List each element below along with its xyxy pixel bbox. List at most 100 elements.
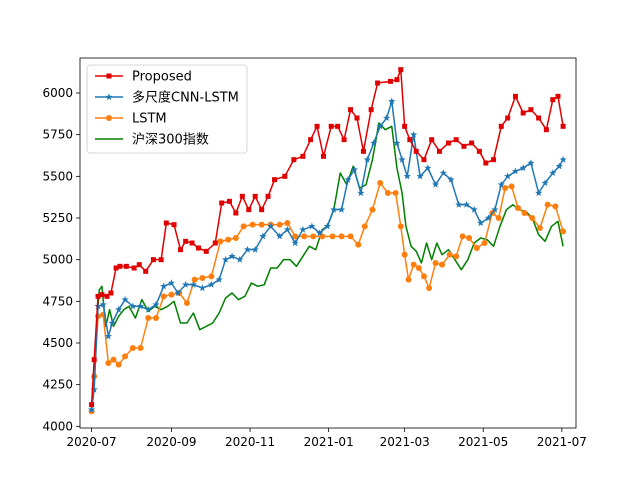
- data-point: [283, 225, 292, 233]
- data-point: [233, 210, 239, 216]
- data-point: [108, 319, 116, 327]
- data-point: [544, 201, 551, 208]
- data-point: [541, 179, 549, 187]
- data-point: [189, 280, 197, 288]
- data-point: [291, 157, 297, 163]
- y-tick-label: 6000: [42, 86, 73, 100]
- data-point: [455, 200, 463, 208]
- data-point: [375, 80, 381, 86]
- data-point: [431, 180, 440, 188]
- data-point: [203, 248, 209, 254]
- data-point: [104, 293, 110, 299]
- data-point: [189, 240, 195, 246]
- data-point: [259, 232, 267, 240]
- data-point: [552, 203, 559, 210]
- x-tick-label: 2021-05: [458, 435, 508, 449]
- data-point: [95, 293, 101, 299]
- y-tick-label: 5000: [42, 253, 73, 267]
- data-point: [121, 295, 129, 303]
- data-point: [329, 233, 336, 240]
- data-point: [225, 236, 232, 243]
- y-axis: 4000 4250 4500 4750 5000 5250 5500 5750 6000: [42, 86, 80, 433]
- data-point: [276, 221, 283, 228]
- data-point: [337, 205, 346, 213]
- data-point: [519, 164, 527, 172]
- data-point: [348, 107, 354, 113]
- data-point: [258, 221, 265, 228]
- data-point: [536, 115, 542, 121]
- data-point: [123, 263, 129, 269]
- data-point: [338, 233, 345, 240]
- x-axis: 2020-07 2020-09 2020-11 2021-01 2021-03 2021-…: [67, 428, 587, 449]
- data-point: [299, 225, 307, 233]
- data-point: [272, 177, 278, 183]
- legend-marker: [105, 93, 113, 101]
- data-point: [511, 167, 520, 175]
- data-point: [291, 239, 299, 247]
- data-point: [439, 169, 447, 177]
- data-point: [368, 107, 374, 113]
- data-point: [144, 305, 152, 313]
- data-point: [174, 289, 182, 297]
- x-tick-label: 2021-01: [304, 435, 354, 449]
- data-point: [249, 221, 256, 228]
- data-point: [160, 282, 168, 290]
- data-point: [543, 127, 549, 133]
- data-point: [113, 265, 119, 271]
- legend-item-1: Proposed: [95, 70, 192, 85]
- data-point: [252, 193, 258, 199]
- data-point: [445, 140, 451, 146]
- data-point: [108, 290, 114, 296]
- data-point: [341, 137, 347, 143]
- legend-marker: [106, 73, 112, 79]
- data-point: [239, 193, 245, 199]
- legend-item-4: 沪深300指数: [95, 132, 209, 148]
- legend-item-2: 多尺度CNN-LSTM: [95, 90, 239, 106]
- data-point: [361, 223, 368, 230]
- data-point: [158, 257, 164, 263]
- data-point: [160, 293, 167, 300]
- data-point: [402, 123, 408, 129]
- series-2: [87, 97, 567, 413]
- data-point: [150, 257, 156, 263]
- data-point: [377, 180, 384, 186]
- y-tick-label: 5250: [42, 211, 73, 225]
- x-tick-label: 2020-11: [225, 435, 275, 449]
- data-point: [131, 265, 137, 271]
- data-point: [384, 190, 391, 196]
- data-point: [555, 93, 561, 99]
- data-point: [466, 235, 473, 241]
- data-point: [122, 353, 129, 360]
- data-point: [246, 207, 252, 213]
- data-point: [219, 200, 225, 206]
- data-point: [310, 233, 317, 240]
- data-point: [363, 155, 371, 163]
- data-point: [328, 123, 334, 129]
- data-point: [276, 232, 284, 240]
- data-point: [515, 205, 522, 211]
- data-point: [143, 268, 149, 274]
- x-tick-label: 2021-03: [380, 435, 430, 449]
- x-tick-label: 2021-07: [537, 435, 587, 449]
- data-point: [347, 233, 354, 240]
- data-point: [498, 123, 504, 129]
- data-point: [350, 165, 359, 173]
- data-point: [167, 279, 176, 287]
- data-point: [308, 137, 314, 143]
- data-point: [91, 357, 97, 363]
- series-line: [90, 122, 564, 410]
- data-point: [330, 205, 338, 213]
- series-layer: [87, 67, 567, 415]
- data-point: [212, 240, 218, 246]
- data-point: [388, 97, 396, 105]
- data-point: [308, 222, 316, 230]
- data-point: [426, 285, 433, 291]
- data-point: [105, 360, 112, 366]
- data-point: [429, 137, 435, 143]
- data-point: [407, 137, 413, 143]
- data-point: [398, 155, 406, 163]
- data-point: [243, 245, 252, 253]
- data-point: [461, 143, 467, 149]
- series-3: [88, 180, 567, 415]
- data-point: [529, 215, 536, 221]
